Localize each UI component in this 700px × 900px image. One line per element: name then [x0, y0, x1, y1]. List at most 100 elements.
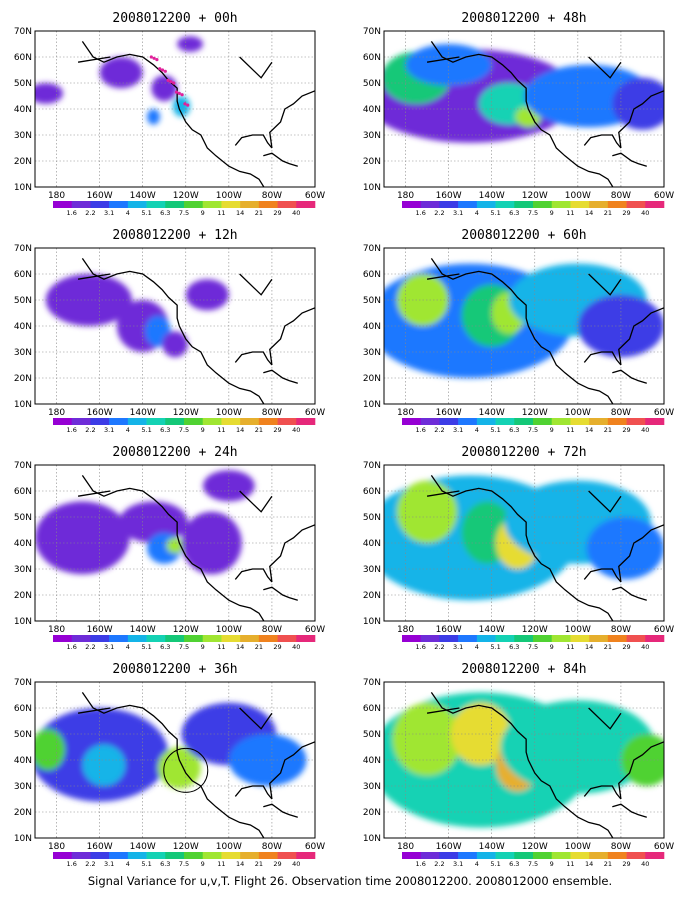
colorbar-label: 40: [292, 426, 300, 434]
variance-contour: [151, 75, 178, 102]
colorbar-swatch: [626, 852, 646, 859]
colorbar: 1.6 2.2 3.1 4 5.1 6.3 7.5 9 11 14 21 29 40: [53, 418, 316, 434]
variance-contour: [405, 44, 492, 86]
colorbar: 1.6 2.2 3.1 4 5.1 6.3 7.5 9 11 14 21 29 40: [53, 635, 316, 651]
colorbar-label: 40: [641, 426, 649, 434]
lat-tick-label: 70N: [14, 27, 32, 37]
colorbar-label: 2.2: [434, 860, 444, 868]
lon-tick-label: 160W: [436, 191, 462, 201]
colorbar-swatch: [645, 418, 665, 425]
lon-tick-label: 180: [397, 191, 414, 201]
colorbar-swatch: [109, 635, 129, 642]
variance-contour: [396, 480, 458, 543]
colorbar-swatch: [626, 418, 646, 425]
colorbar-swatch: [202, 201, 222, 208]
colorbar-label: 1.6: [416, 426, 426, 434]
variance-contour: [228, 734, 307, 786]
colorbar-swatch: [221, 852, 241, 859]
variance-contour: [181, 511, 242, 575]
map-frame: [34, 247, 316, 405]
variance-contour: [620, 734, 664, 786]
coastline: [426, 475, 664, 621]
lon-tick-label: 80W: [262, 842, 282, 852]
colorbar-swatch: [258, 418, 278, 425]
lat-tick-label: 30N: [14, 131, 32, 141]
coastline: [77, 475, 315, 621]
colorbar-swatch: [533, 201, 553, 208]
map-panel: 2008012200 + 84h 70N 60N 50N 40N 30N 20N 10N 180…: [363, 662, 674, 868]
colorbar-label: 9: [550, 426, 554, 434]
colorbar-label: 7.5: [179, 643, 189, 651]
colorbar-label: 6.3: [160, 860, 170, 868]
colorbar-swatch: [607, 852, 627, 859]
colorbar-label: 2.2: [434, 209, 444, 217]
colorbar-swatch: [296, 418, 316, 425]
colorbar-swatch: [402, 201, 422, 208]
lat-tick-label: 60N: [363, 704, 381, 714]
colorbar-label: 29: [273, 643, 281, 651]
colorbar-label: 6.3: [160, 209, 170, 217]
colorbar-swatch: [570, 635, 590, 642]
colorbar-swatch: [439, 635, 459, 642]
colorbar-label: 2.2: [85, 860, 95, 868]
colorbar-swatch: [277, 635, 297, 642]
colorbar-label: 5.1: [141, 860, 151, 868]
colorbar-swatch: [645, 852, 665, 859]
colorbar-label: 2.2: [434, 426, 444, 434]
lat-tick-label: 10N: [14, 400, 32, 410]
colorbar-swatch: [53, 418, 73, 425]
colorbar-swatch: [184, 635, 204, 642]
colorbar-label: 5.1: [490, 643, 500, 651]
colorbar-swatch: [109, 418, 129, 425]
colorbar-label: 6.3: [509, 426, 519, 434]
lon-tick-label: 160W: [87, 191, 113, 201]
lon-tick-label: 100W: [216, 625, 242, 635]
variance-contour: [586, 517, 664, 580]
variance-contour: [612, 77, 664, 130]
variance-contour: [118, 501, 188, 543]
lon-tick-label: 120W: [522, 191, 548, 201]
lat-tick-label: 10N: [14, 834, 32, 844]
map-frame: [383, 464, 665, 622]
colorbar-swatch: [645, 201, 665, 208]
lon-tick-label: 60W: [654, 625, 674, 635]
panel-title: 2008012200 + 00h: [112, 11, 237, 26]
colorbar-label: 40: [641, 209, 649, 217]
colorbar-swatch: [184, 418, 204, 425]
colorbar-label: 2.2: [434, 643, 444, 651]
colorbar-swatch: [439, 418, 459, 425]
observation-circle: [163, 747, 209, 793]
colorbar-swatch: [626, 635, 646, 642]
lon-tick-label: 60W: [654, 842, 674, 852]
colorbar-swatch: [240, 852, 260, 859]
lat-tick-label: 50N: [14, 513, 32, 523]
colorbar-swatch: [514, 635, 534, 642]
lon-tick-label: 180: [397, 842, 414, 852]
lon-tick-label: 160W: [87, 625, 113, 635]
colorbar-swatch: [277, 201, 297, 208]
variance-field: [384, 248, 664, 404]
colorbar-label: 2.2: [85, 643, 95, 651]
colorbar-swatch: [258, 635, 278, 642]
colorbar-swatch: [420, 635, 440, 642]
colorbar-swatch: [71, 635, 91, 642]
colorbar-swatch: [420, 201, 440, 208]
colorbar-label: 11: [566, 209, 574, 217]
colorbar: 1.6 2.2 3.1 4 5.1 6.3 7.5 9 11 14 21 29 40: [402, 635, 665, 651]
lon-tick-label: 80W: [611, 191, 631, 201]
colorbar-label: 11: [217, 643, 225, 651]
variance-field: [35, 31, 315, 187]
colorbar-label: 21: [255, 643, 263, 651]
colorbar-swatch: [184, 201, 204, 208]
colorbar-swatch: [277, 418, 297, 425]
colorbar-swatch: [127, 418, 147, 425]
coastline: [77, 258, 315, 404]
lon-tick-label: 120W: [173, 625, 199, 635]
colorbar-swatch: [240, 201, 260, 208]
colorbar-label: 21: [604, 643, 612, 651]
colorbar-label: 40: [292, 860, 300, 868]
lat-tick-label: 50N: [363, 730, 381, 740]
colorbar-label: 14: [236, 426, 244, 434]
graticule: [384, 248, 664, 404]
lat-tick-label: 60N: [14, 53, 32, 63]
